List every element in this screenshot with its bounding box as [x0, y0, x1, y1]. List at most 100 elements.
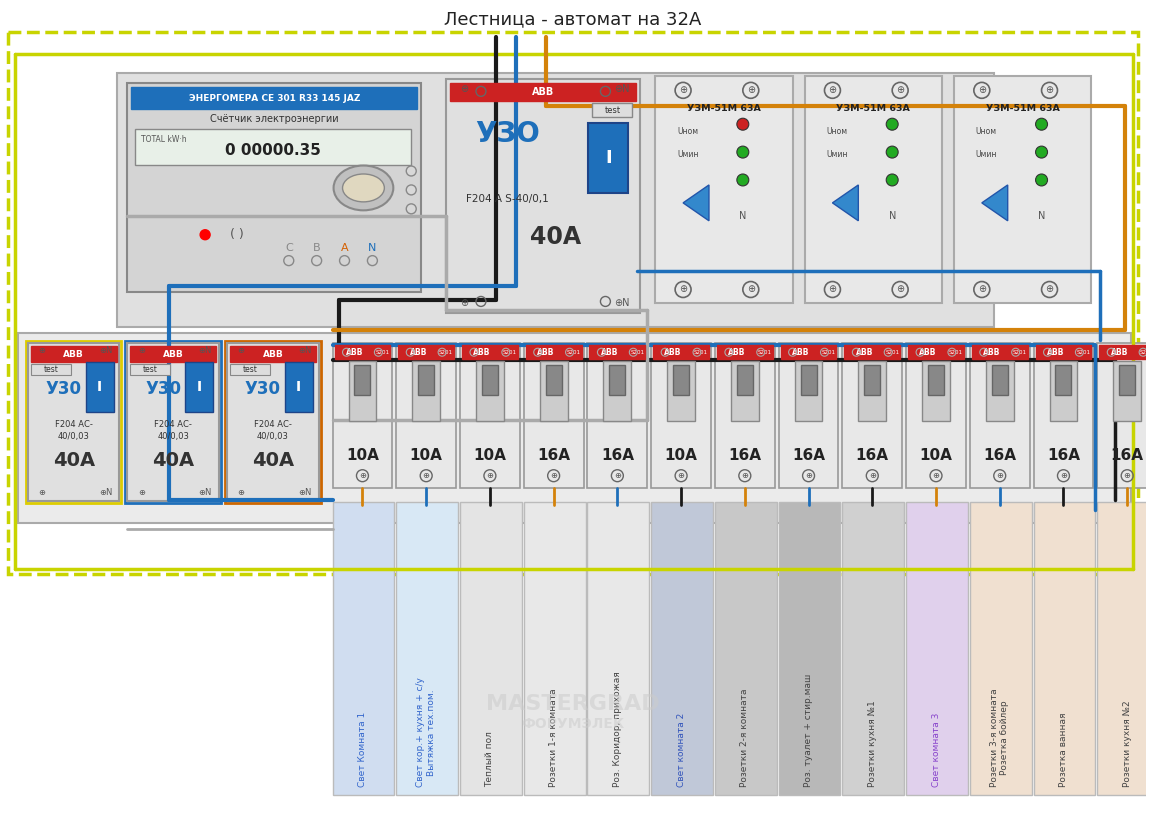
Text: ⊕: ⊕ — [1123, 472, 1130, 480]
Text: У30: У30 — [245, 380, 281, 398]
Bar — [349, 361, 376, 421]
Bar — [655, 76, 793, 303]
Text: F204 АС-: F204 АС- — [55, 420, 92, 429]
Text: S201: S201 — [631, 350, 645, 354]
Bar — [1034, 502, 1096, 795]
Text: ABB: ABB — [1046, 348, 1065, 357]
Text: ⊕: ⊕ — [487, 472, 494, 480]
Bar — [128, 343, 219, 501]
Bar — [31, 346, 116, 362]
Text: ⊕N: ⊕N — [198, 346, 212, 354]
Text: ABB: ABB — [1111, 348, 1128, 357]
Text: Теплый пол: Теплый пол — [486, 732, 495, 787]
Text: N: N — [739, 211, 747, 221]
Bar — [125, 341, 221, 502]
Text: F204 АС-: F204 АС- — [154, 420, 192, 429]
Bar — [1113, 361, 1141, 421]
Text: ⊕: ⊕ — [829, 285, 837, 294]
Text: test: test — [143, 365, 158, 374]
Text: ЭНЕРГОМЕРА СЕ 301 R33 145 JAZ: ЭНЕРГОМЕРА СЕ 301 R33 145 JAZ — [189, 93, 360, 102]
Bar — [526, 346, 581, 359]
Text: 10А: 10А — [346, 448, 379, 463]
Bar — [985, 361, 1014, 421]
Text: 10А: 10А — [410, 448, 443, 463]
Bar — [18, 333, 1131, 523]
Bar — [794, 361, 823, 421]
Bar — [779, 343, 838, 488]
Bar — [1097, 502, 1151, 795]
Bar — [588, 124, 628, 193]
Bar — [185, 362, 213, 412]
Text: ABB: ABB — [538, 348, 555, 357]
Text: Лестница - автомат на 32А: Лестница - автомат на 32А — [444, 11, 701, 28]
Text: ⊕N: ⊕N — [298, 488, 312, 497]
Text: ABB: ABB — [855, 348, 872, 357]
Text: УЗМ-51М 63А: УЗМ-51М 63А — [985, 104, 1060, 113]
Text: 16А: 16А — [729, 448, 761, 463]
Bar — [128, 84, 421, 293]
Bar — [805, 76, 942, 303]
Text: ⊕: ⊕ — [1045, 285, 1053, 294]
Bar — [715, 502, 777, 795]
Text: У30: У30 — [145, 380, 182, 398]
Bar — [540, 361, 567, 421]
Bar — [477, 361, 504, 421]
Text: ⊕: ⊕ — [237, 346, 244, 354]
Text: ABB: ABB — [473, 348, 490, 357]
Circle shape — [886, 146, 898, 158]
Bar — [355, 365, 371, 395]
Text: I: I — [197, 380, 201, 394]
Text: ABB: ABB — [983, 348, 1000, 357]
Text: 40А: 40А — [252, 451, 294, 470]
Circle shape — [1036, 146, 1047, 158]
Text: N: N — [1038, 211, 1045, 221]
Bar — [396, 502, 458, 795]
Bar — [780, 346, 837, 359]
Bar — [609, 365, 625, 395]
Bar — [136, 129, 411, 165]
Circle shape — [737, 146, 749, 158]
Text: Свет комната 3: Свет комната 3 — [931, 713, 940, 787]
Text: ABB: ABB — [792, 348, 809, 357]
Bar — [447, 80, 640, 313]
Bar — [593, 103, 632, 117]
Bar — [859, 361, 886, 421]
Text: ⊕N: ⊕N — [99, 346, 113, 354]
Text: ⊕: ⊕ — [679, 285, 687, 294]
Text: 16А: 16А — [1111, 448, 1144, 463]
Text: ⊕N: ⊕N — [298, 346, 312, 354]
Circle shape — [737, 174, 749, 186]
Text: ABB: ABB — [63, 350, 84, 359]
Polygon shape — [832, 185, 859, 221]
Text: УЗО: УЗО — [475, 120, 540, 148]
Bar — [589, 346, 646, 359]
Bar — [906, 502, 968, 795]
Text: ABB: ABB — [532, 87, 555, 98]
Text: 10А: 10А — [473, 448, 506, 463]
Bar — [717, 346, 772, 359]
Text: ⊕N: ⊕N — [99, 488, 113, 497]
Text: ⊕: ⊕ — [869, 472, 876, 480]
Text: ABB: ABB — [410, 348, 427, 357]
Text: ⊕: ⊕ — [38, 346, 45, 354]
Text: ⊕: ⊕ — [997, 472, 1004, 480]
Circle shape — [406, 204, 417, 214]
Text: F204 АС-: F204 АС- — [254, 420, 291, 429]
Text: ⊕: ⊕ — [977, 85, 986, 95]
Text: ⊕: ⊕ — [138, 346, 145, 354]
Text: Свет кор.+ кухня + с/у
Вытяжка тех.пом.: Свет кор.+ кухня + с/у Вытяжка тех.пом. — [417, 677, 436, 787]
Text: ФОРУМЭЛЕК: ФОРУМЭЛЕК — [521, 716, 624, 731]
Text: S201: S201 — [885, 350, 899, 354]
Text: ⊕: ⊕ — [138, 488, 145, 497]
Text: ( ): ( ) — [230, 228, 244, 241]
Text: Розетки 2-я комната: Розетки 2-я комната — [740, 689, 749, 787]
Text: ⊕: ⊕ — [829, 85, 837, 95]
Text: УЗМ-51М 63А: УЗМ-51М 63А — [687, 104, 761, 113]
Text: N: N — [889, 211, 895, 221]
Text: ABB: ABB — [262, 350, 283, 359]
Text: ⊕: ⊕ — [1060, 472, 1067, 480]
Text: У30: У30 — [46, 380, 82, 398]
Text: Роз. туалет + стир.маш: Роз. туалет + стир.маш — [805, 674, 813, 787]
Text: 16А: 16А — [1047, 448, 1080, 463]
Bar — [130, 364, 170, 375]
